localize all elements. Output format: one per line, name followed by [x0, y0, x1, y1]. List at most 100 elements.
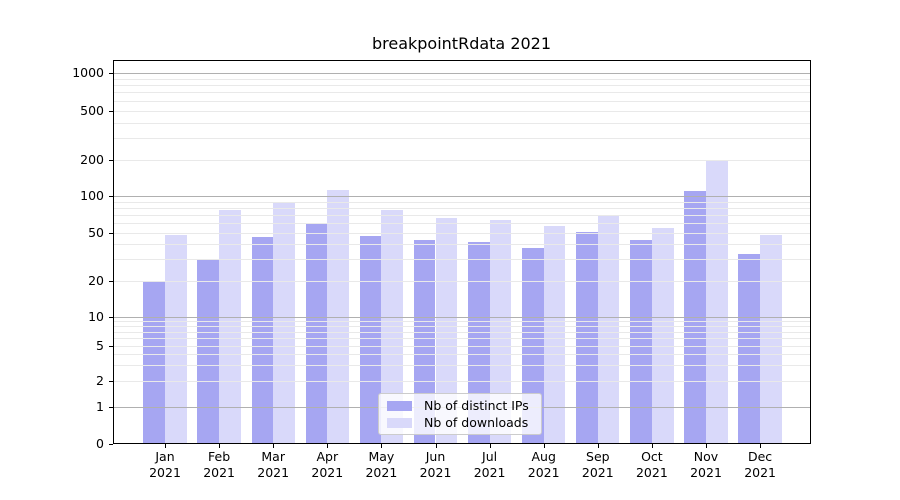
y-tick-mark [109, 73, 113, 74]
bar-downloads-jul [489, 219, 512, 443]
bar-distinct-ips-feb [197, 259, 220, 443]
plot-area [113, 60, 811, 444]
x-tick-month: Aug [531, 449, 556, 464]
bar-distinct-ips-mar [251, 236, 274, 443]
gridline-minor [114, 160, 810, 161]
gridline-minor [114, 259, 810, 261]
gridline-minor [114, 326, 810, 327]
y-tick-mark [109, 111, 113, 112]
gridline-minor [114, 280, 810, 282]
y-tick-mark [109, 381, 113, 382]
x-tick-year: 2021 [203, 465, 235, 480]
legend-swatch-downloads [387, 417, 412, 428]
y-tick-mark [109, 196, 113, 197]
x-tick-month: Dec [747, 449, 773, 464]
legend: Nb of distinct IPs Nb of downloads [378, 393, 542, 435]
gridline-minor [114, 338, 810, 340]
bar-downloads-mar [273, 202, 295, 443]
gridline-minor [114, 122, 810, 124]
bar-distinct-ips-jun [413, 240, 436, 443]
gridline-minor [114, 354, 810, 356]
y-tick-label: 1 [96, 398, 104, 414]
gridline-minor [114, 138, 810, 140]
x-tick-month: Feb [208, 449, 231, 464]
y-tick-label: 10 [88, 308, 104, 324]
bar-downloads-aug [543, 225, 566, 443]
bar-distinct-ips-may [359, 235, 382, 443]
gridline-minor [114, 100, 810, 102]
y-tick-label: 0 [96, 435, 104, 451]
x-tick-mark [381, 444, 383, 448]
y-tick-label: 20 [88, 272, 104, 288]
y-tick-mark [109, 281, 113, 282]
bar-distinct-ips-dec [738, 254, 761, 443]
bar-distinct-ips-jul [467, 241, 490, 443]
x-tick-month: Oct [641, 449, 663, 464]
x-tick-month: Apr [316, 449, 339, 464]
x-tick-mark [760, 444, 762, 448]
bar-downloads-nov [706, 159, 728, 443]
y-tick-label: 2 [96, 372, 104, 388]
x-tick-label: Dec 2021 [728, 449, 792, 481]
gridline-minor [114, 321, 810, 322]
x-tick-label: Oct 2021 [620, 449, 684, 481]
bar-distinct-ips-oct [630, 240, 652, 443]
legend-swatch-distinct-ips [387, 400, 412, 411]
x-tick-label: Jan 2021 [133, 449, 197, 481]
gridline-minor [114, 201, 810, 203]
bar-downloads-sep [597, 216, 620, 443]
y-tick-mark [109, 233, 113, 234]
x-tick-label: Mar 2021 [241, 449, 305, 481]
legend-entry-downloads: Nb of downloads [379, 414, 541, 431]
x-tick-label: Feb 2021 [187, 449, 251, 481]
y-tick-mark [109, 160, 113, 161]
x-tick-year: 2021 [473, 465, 506, 480]
x-tick-month: Jun [425, 449, 446, 464]
y-tick-label: 5 [96, 338, 104, 353]
x-tick-year: 2021 [311, 465, 344, 480]
gridline-minor [114, 85, 810, 87]
gridline-minor [114, 232, 810, 234]
gridline-minor [114, 331, 810, 333]
legend-entry-distinct-ips: Nb of distinct IPs [379, 397, 541, 414]
gridline-minor [114, 365, 810, 367]
gridlines-layer [114, 61, 810, 443]
x-tick-year: 2021 [419, 465, 452, 480]
x-tick-mark [651, 444, 653, 448]
x-tick-label: Apr 2021 [295, 449, 359, 481]
x-tick-month: Nov [693, 449, 719, 464]
x-tick-year: 2021 [365, 465, 398, 480]
x-tick-year: 2021 [744, 465, 776, 480]
x-tick-mark [327, 444, 329, 448]
x-tick-label: Aug 2021 [512, 449, 576, 481]
x-tick-year: 2021 [581, 465, 614, 480]
gridline-minor [114, 92, 810, 94]
x-tick-year: 2021 [635, 465, 668, 480]
gridline-major [114, 316, 810, 318]
x-tick-mark [706, 444, 707, 448]
x-tick-year: 2021 [149, 465, 181, 480]
x-tick-label: Jun 2021 [404, 449, 468, 481]
x-tick-mark [435, 444, 437, 448]
x-tick-year: 2021 [257, 465, 290, 480]
y-tick-mark [109, 444, 113, 445]
y-tick-mark [109, 346, 113, 347]
bar-downloads-jun [435, 217, 458, 443]
x-tick-year: 2021 [690, 465, 722, 480]
x-tick-month: May [368, 449, 395, 464]
x-tick-label: Jul 2021 [458, 449, 522, 481]
gridline-minor [114, 78, 810, 80]
x-tick-label: Nov 2021 [674, 449, 738, 481]
y-tick-label: 200 [80, 152, 104, 167]
x-tick-month: Jan [155, 449, 175, 464]
y-tick-label: 1000 [72, 65, 104, 80]
y-tick-label: 50 [88, 224, 104, 240]
x-tick-mark [165, 444, 166, 448]
y-tick-label: 500 [80, 102, 104, 118]
y-tick-mark [109, 407, 113, 408]
x-tick-mark [273, 444, 275, 448]
legend-label-downloads: Nb of downloads [424, 415, 529, 430]
x-tick-month: Jul [482, 449, 498, 464]
gridline-minor [114, 214, 810, 216]
